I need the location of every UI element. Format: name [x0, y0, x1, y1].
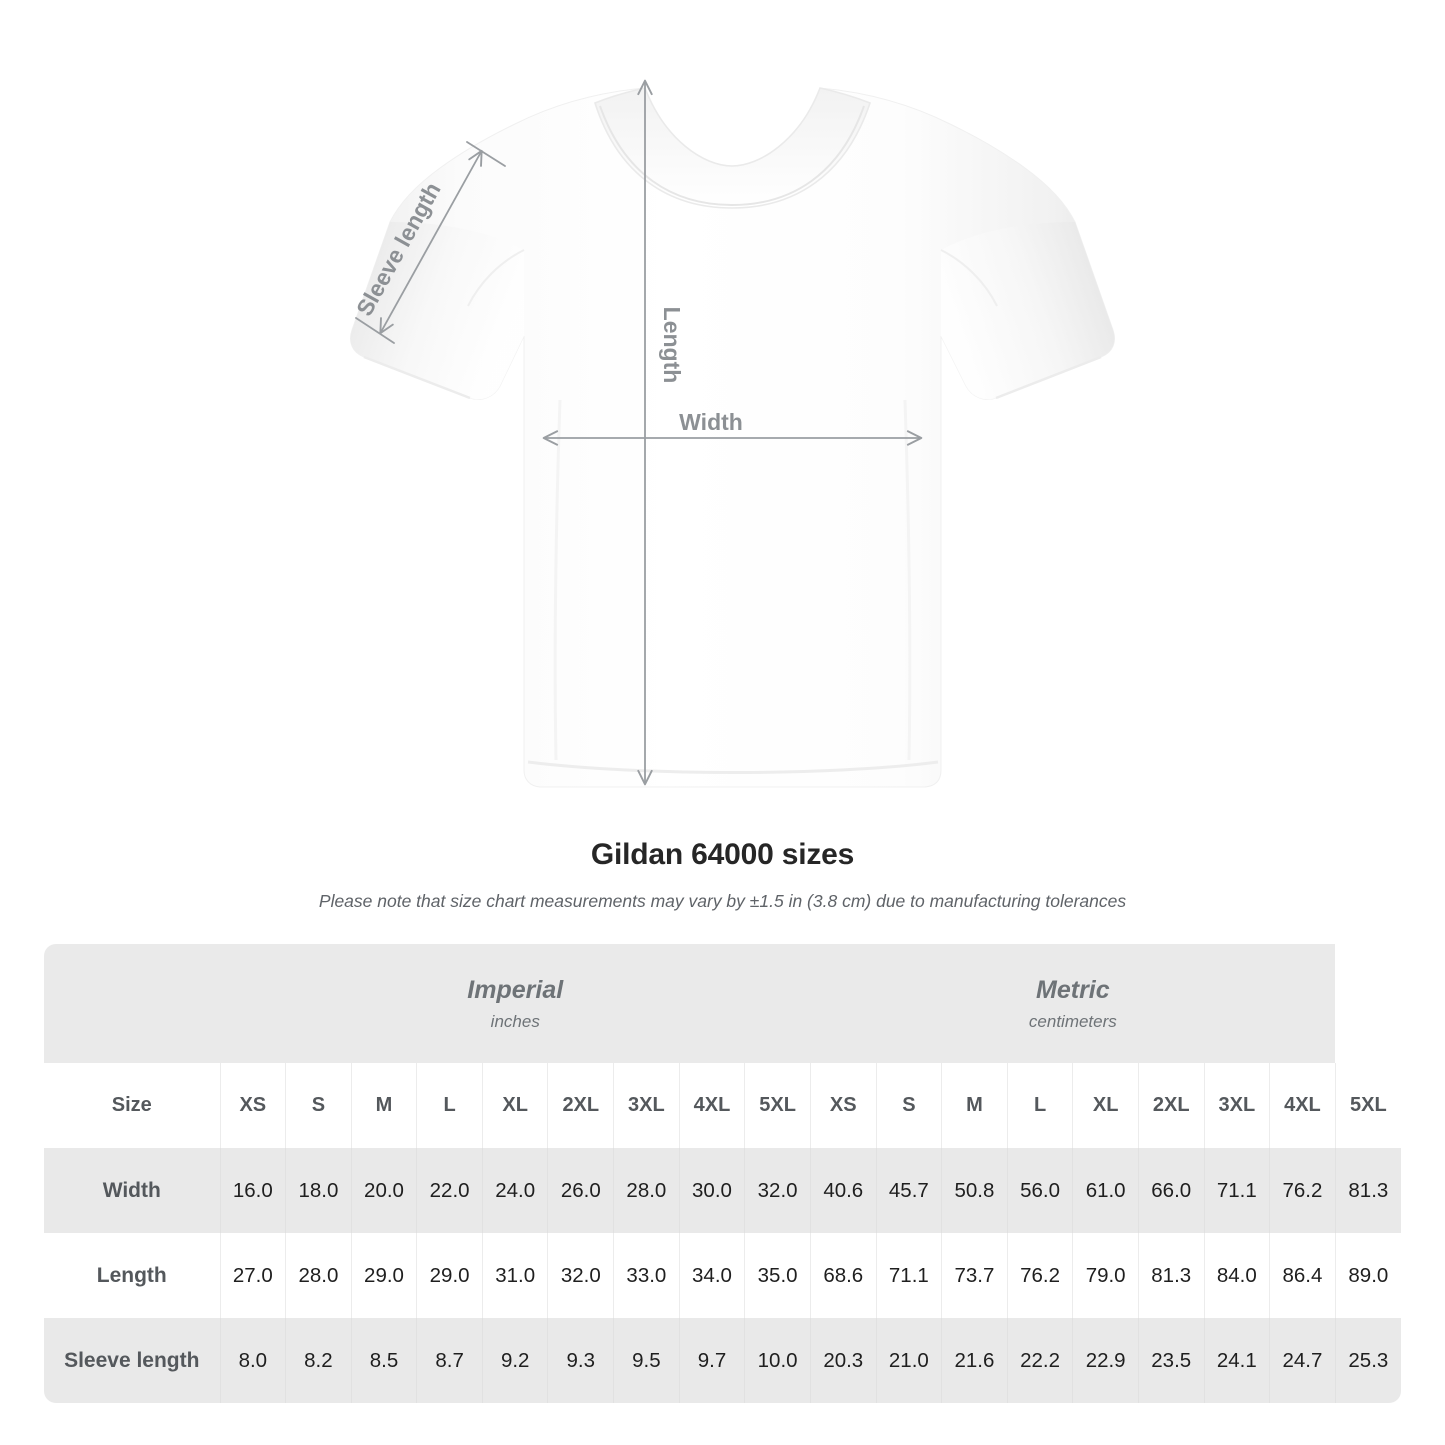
cell-sleeve-metric-3xl: 24.1 [1204, 1318, 1271, 1403]
cell-width-imperial-2xl: 26.0 [547, 1148, 615, 1233]
width-label: Width [679, 409, 743, 435]
cell-length-imperial-5xl: 35.0 [744, 1233, 811, 1318]
size-header-imperial-4xl: 4XL [679, 1063, 746, 1148]
cell-width-imperial-l: 22.0 [416, 1148, 483, 1233]
cell-sleeve-imperial-5xl: 10.0 [744, 1318, 811, 1403]
cell-width-imperial-4xl: 30.0 [679, 1148, 746, 1233]
cell-sleeve-imperial-s: 8.2 [285, 1318, 352, 1403]
cell-length-imperial-2xl: 32.0 [547, 1233, 615, 1318]
row-label-length: Length [44, 1233, 221, 1318]
size-header-imperial-2xl: 2XL [547, 1063, 615, 1148]
cell-sleeve-imperial-l: 8.7 [416, 1318, 483, 1403]
table-row: Sleeve length 8.0 8.2 8.5 8.7 9.2 9.3 9.… [44, 1318, 1401, 1403]
cell-width-metric-l: 56.0 [1007, 1148, 1074, 1233]
cell-length-imperial-3xl: 33.0 [613, 1233, 680, 1318]
length-annotation: Length [637, 79, 685, 786]
size-header-imperial-s: S [285, 1063, 352, 1148]
row-label-width: Width [44, 1148, 221, 1233]
unit-name-metric: centimeters [1028, 1011, 1117, 1031]
cell-width-metric-3xl: 71.1 [1204, 1148, 1271, 1233]
unit-system-name-imperial: Imperial [467, 975, 564, 1004]
width-annotation: Width [542, 409, 923, 446]
size-chart-table: Imperial inches Metric centimeters Size … [44, 944, 1401, 1403]
size-header-label: Size [44, 1063, 221, 1148]
cell-width-imperial-s: 18.0 [285, 1148, 352, 1233]
unit-group-imperial: Imperial inches [220, 944, 811, 1063]
size-header-imperial-l: L [416, 1063, 483, 1148]
cell-length-metric-xl: 79.0 [1072, 1233, 1139, 1318]
cell-length-metric-s: 71.1 [876, 1233, 943, 1318]
cell-width-metric-s: 45.7 [876, 1148, 943, 1233]
cell-width-metric-2xl: 66.0 [1138, 1148, 1205, 1233]
cell-length-imperial-l: 29.0 [416, 1233, 483, 1318]
cell-sleeve-metric-xl: 22.9 [1072, 1318, 1139, 1403]
cell-width-metric-m: 50.8 [941, 1148, 1008, 1233]
cell-width-metric-xl: 61.0 [1072, 1148, 1139, 1233]
page-title: Gildan 64000 sizes [590, 838, 855, 871]
cell-sleeve-imperial-3xl: 9.5 [613, 1318, 680, 1403]
unit-system-name-metric: Metric [1036, 975, 1110, 1004]
cell-width-metric-4xl: 76.2 [1269, 1148, 1336, 1233]
size-header-imperial-m: M [351, 1063, 418, 1148]
size-header-metric-m: M [941, 1063, 1008, 1148]
cell-length-metric-5xl: 89.0 [1335, 1233, 1401, 1318]
cell-sleeve-imperial-xs: 8.0 [220, 1318, 287, 1403]
size-header-metric-5xl: 5XL [1335, 1063, 1401, 1148]
cell-sleeve-imperial-xl: 9.2 [482, 1318, 549, 1403]
unit-group-metric: Metric centimeters [810, 944, 1336, 1063]
cell-sleeve-metric-4xl: 24.7 [1269, 1318, 1336, 1403]
cell-width-imperial-xl: 24.0 [482, 1148, 549, 1233]
table-row: Width 16.0 18.0 20.0 22.0 24.0 26.0 28.0… [44, 1148, 1401, 1233]
size-header-metric-s: S [876, 1063, 943, 1148]
cell-width-metric-xs: 40.6 [810, 1148, 877, 1233]
cell-sleeve-metric-s: 21.0 [876, 1318, 943, 1403]
size-header-imperial-xl: XL [482, 1063, 549, 1148]
cell-sleeve-metric-5xl: 25.3 [1335, 1318, 1401, 1403]
unit-band-spacer [44, 944, 221, 1063]
size-header-row: Size XS S M L XL 2XL 3XL 4XL 5XL XS S M … [44, 1063, 1401, 1148]
cell-length-metric-m: 73.7 [941, 1233, 1008, 1318]
cell-length-imperial-m: 29.0 [351, 1233, 418, 1318]
cell-width-imperial-m: 20.0 [351, 1148, 418, 1233]
unit-system-row: Imperial inches Metric centimeters [44, 944, 1401, 1063]
cell-length-imperial-s: 28.0 [285, 1233, 352, 1318]
size-header-metric-4xl: 4XL [1269, 1063, 1336, 1148]
cell-width-metric-5xl: 81.3 [1335, 1148, 1401, 1233]
cell-width-imperial-xs: 16.0 [220, 1148, 287, 1233]
row-label-sleeve-length: Sleeve length [44, 1318, 221, 1403]
cell-sleeve-imperial-4xl: 9.7 [679, 1318, 746, 1403]
cell-length-imperial-4xl: 34.0 [679, 1233, 746, 1318]
cell-length-metric-2xl: 81.3 [1138, 1233, 1205, 1318]
cell-length-imperial-xs: 27.0 [220, 1233, 287, 1318]
cell-sleeve-imperial-2xl: 9.3 [547, 1318, 615, 1403]
cell-width-imperial-5xl: 32.0 [744, 1148, 811, 1233]
size-header-imperial-5xl: 5XL [744, 1063, 811, 1148]
cell-width-imperial-3xl: 28.0 [613, 1148, 680, 1233]
cell-sleeve-metric-2xl: 23.5 [1138, 1318, 1205, 1403]
length-label: Length [659, 307, 685, 384]
tshirt-illustration: Sleeve length Length Width [350, 79, 1115, 788]
size-header-metric-3xl: 3XL [1204, 1063, 1271, 1148]
size-header-metric-2xl: 2XL [1138, 1063, 1205, 1148]
cell-length-metric-3xl: 84.0 [1204, 1233, 1271, 1318]
size-header-metric-xs: XS [810, 1063, 877, 1148]
size-header-imperial-3xl: 3XL [613, 1063, 680, 1148]
size-header-metric-xl: XL [1072, 1063, 1139, 1148]
size-header-metric-l: L [1007, 1063, 1074, 1148]
cell-sleeve-metric-xs: 20.3 [810, 1318, 877, 1403]
tolerance-note: Please note that size chart measurements… [318, 891, 1127, 911]
cell-length-metric-l: 76.2 [1007, 1233, 1074, 1318]
cell-length-imperial-xl: 31.0 [482, 1233, 549, 1318]
cell-sleeve-metric-m: 21.6 [941, 1318, 1008, 1403]
chart-heading: Gildan 64000 sizes Please note that size… [0, 838, 1445, 912]
cell-length-metric-xs: 68.6 [810, 1233, 877, 1318]
cell-sleeve-metric-l: 22.2 [1007, 1318, 1074, 1403]
unit-name-imperial: inches [490, 1011, 540, 1031]
table-row: Length 27.0 28.0 29.0 29.0 31.0 32.0 33.… [44, 1233, 1401, 1318]
size-header-imperial-xs: XS [220, 1063, 287, 1148]
cell-length-metric-4xl: 86.4 [1269, 1233, 1336, 1318]
cell-sleeve-imperial-m: 8.5 [351, 1318, 418, 1403]
